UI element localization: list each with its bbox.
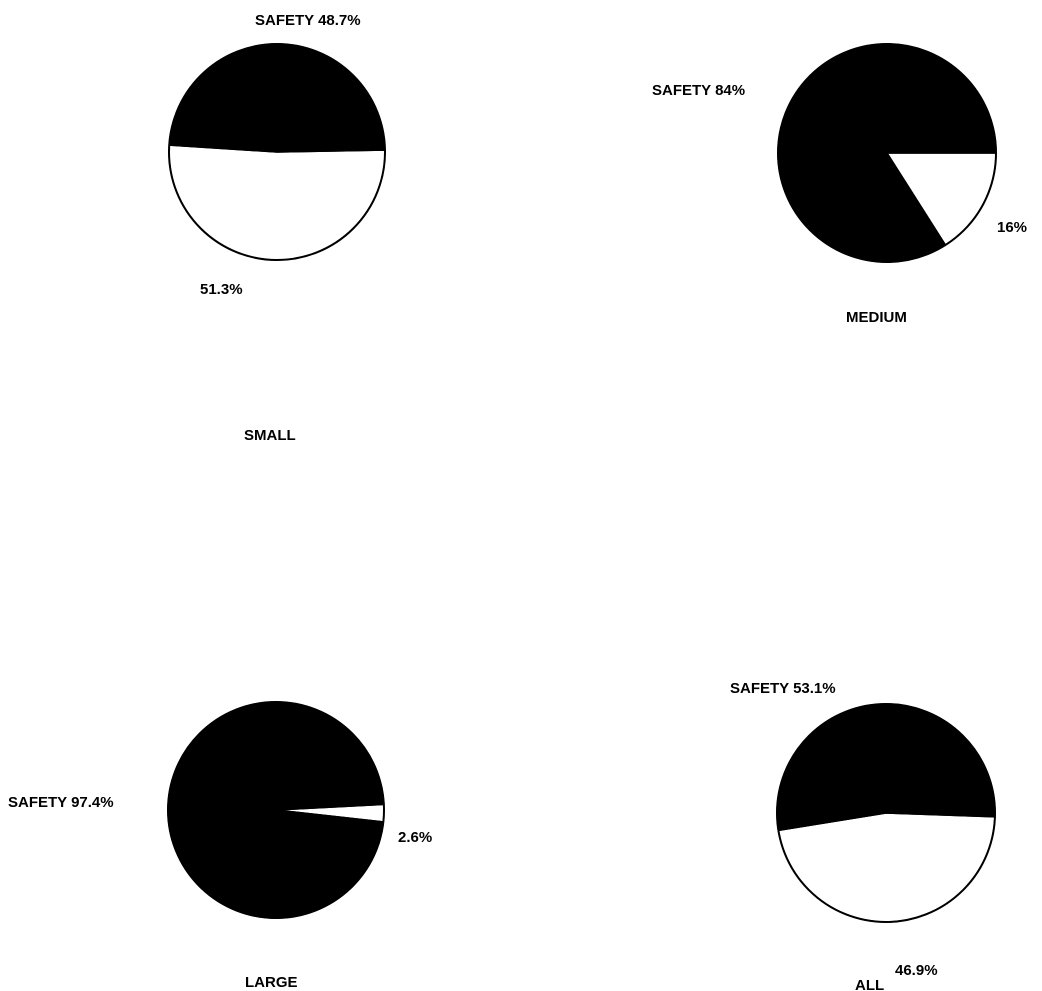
- pie-large-slices: [167, 701, 385, 919]
- pie-medium-title: MEDIUM: [846, 309, 907, 326]
- pie-medium-slices: [777, 43, 997, 263]
- pie-medium-safety-label: SAFETY 84%: [652, 82, 745, 99]
- pie-all-slices: [776, 703, 996, 923]
- pie-small-slice-safety: [168, 43, 386, 153]
- pie-all-title: ALL: [855, 977, 884, 991]
- pie-chart-small: SAFETY 48.7% 51.3% SMALL: [168, 12, 386, 444]
- pie-chart-medium: SAFETY 84% 16% MEDIUM: [652, 43, 1027, 326]
- pie-small-slice-other: [168, 144, 386, 261]
- pie-large-title: LARGE: [245, 974, 298, 991]
- pie-large-outline: [167, 701, 385, 919]
- pie-chart-all: SAFETY 53.1% 46.9% ALL: [730, 680, 996, 991]
- pie-small-slices: [168, 43, 386, 261]
- pie-large-other-label: 2.6%: [398, 829, 432, 846]
- pie-chart-large: SAFETY 97.4% 2.6% LARGE: [8, 701, 432, 991]
- pie-all-safety-label: SAFETY 53.1%: [730, 680, 836, 697]
- pie-medium-other-label: 16%: [997, 219, 1027, 236]
- pie-small-other-label: 51.3%: [200, 281, 243, 298]
- pie-small-safety-label: SAFETY 48.7%: [255, 12, 361, 29]
- pie-small-title: SMALL: [244, 427, 296, 444]
- pie-all-slice-safety: [776, 703, 996, 832]
- pie-medium-outline: [777, 43, 997, 263]
- pie-small-outline: [168, 43, 386, 261]
- pie-all-slice-other: [777, 812, 996, 923]
- pie-all-other-label: 46.9%: [895, 962, 938, 979]
- pie-all-outline: [776, 703, 996, 923]
- pie-large-safety-label: SAFETY 97.4%: [8, 794, 114, 811]
